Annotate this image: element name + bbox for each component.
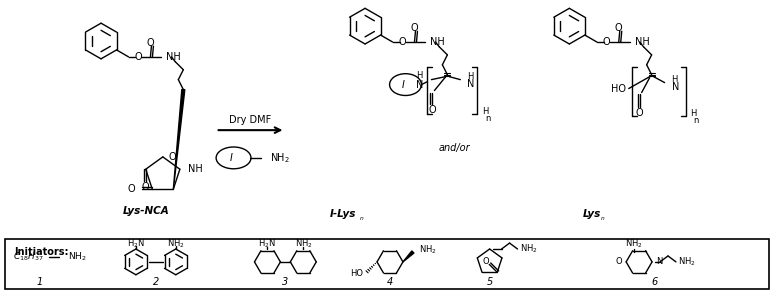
Text: I: I	[402, 80, 405, 90]
Bar	[5, 239, 769, 288]
Text: O: O	[146, 38, 154, 48]
Text: O: O	[399, 37, 406, 47]
Text: 2: 2	[152, 277, 159, 287]
Text: NH$_2$: NH$_2$	[419, 244, 437, 256]
Text: n: n	[694, 116, 699, 125]
Text: NH$_2$: NH$_2$	[519, 243, 537, 255]
Text: NH: NH	[430, 37, 445, 47]
Text: O: O	[169, 152, 176, 162]
Text: HO: HO	[350, 269, 363, 278]
Text: $_n$: $_n$	[600, 214, 605, 223]
Text: Dry DMF: Dry DMF	[229, 115, 272, 125]
Text: HO: HO	[611, 84, 625, 93]
Text: H: H	[672, 75, 678, 84]
Text: O: O	[142, 182, 149, 192]
Polygon shape	[403, 251, 414, 262]
Text: H$_2$N: H$_2$N	[127, 238, 145, 250]
Text: NH: NH	[188, 164, 203, 174]
Text: Lys: Lys	[582, 209, 601, 219]
Text: 1: 1	[36, 277, 43, 287]
Text: O: O	[429, 105, 437, 115]
Text: N: N	[672, 81, 679, 92]
Text: NH: NH	[635, 37, 649, 47]
Text: H: H	[467, 72, 474, 81]
Text: O: O	[636, 108, 643, 118]
Text: Lys-NCA: Lys-NCA	[122, 206, 170, 216]
Text: O: O	[615, 257, 622, 266]
Text: I-Lys: I-Lys	[330, 209, 357, 219]
Text: NH$_2$: NH$_2$	[625, 238, 643, 250]
Text: H: H	[482, 107, 488, 116]
Text: I: I	[230, 153, 233, 163]
Text: 5: 5	[487, 277, 493, 287]
Text: H: H	[690, 109, 697, 118]
Text: NH$_2$: NH$_2$	[270, 151, 290, 165]
Text: O: O	[411, 23, 418, 33]
Text: N: N	[416, 80, 423, 90]
Text: H$_2$N: H$_2$N	[259, 238, 276, 250]
Text: N: N	[656, 257, 663, 266]
Text: 4: 4	[387, 277, 393, 287]
Text: n: n	[485, 114, 491, 123]
Text: O: O	[603, 37, 611, 47]
Text: Initiators:: Initiators:	[15, 247, 69, 257]
Text: H: H	[416, 71, 423, 80]
Text: NH$_2$: NH$_2$	[678, 256, 696, 268]
Text: O: O	[615, 23, 622, 33]
Text: NH$_2$: NH$_2$	[68, 251, 87, 263]
Text: NH$_2$: NH$_2$	[295, 238, 312, 250]
Text: 3: 3	[283, 277, 289, 287]
Text: $_n$: $_n$	[359, 214, 365, 223]
Polygon shape	[173, 89, 185, 189]
Text: 6: 6	[651, 277, 657, 287]
Text: O: O	[128, 184, 135, 194]
Text: and/or: and/or	[439, 143, 471, 153]
Text: O: O	[483, 257, 490, 266]
Text: NH: NH	[166, 52, 181, 62]
Text: NH$_2$: NH$_2$	[167, 238, 184, 250]
Text: N: N	[467, 79, 474, 88]
Text: $C_{18}H_{37}$: $C_{18}H_{37}$	[13, 251, 44, 263]
Text: O: O	[135, 52, 142, 62]
